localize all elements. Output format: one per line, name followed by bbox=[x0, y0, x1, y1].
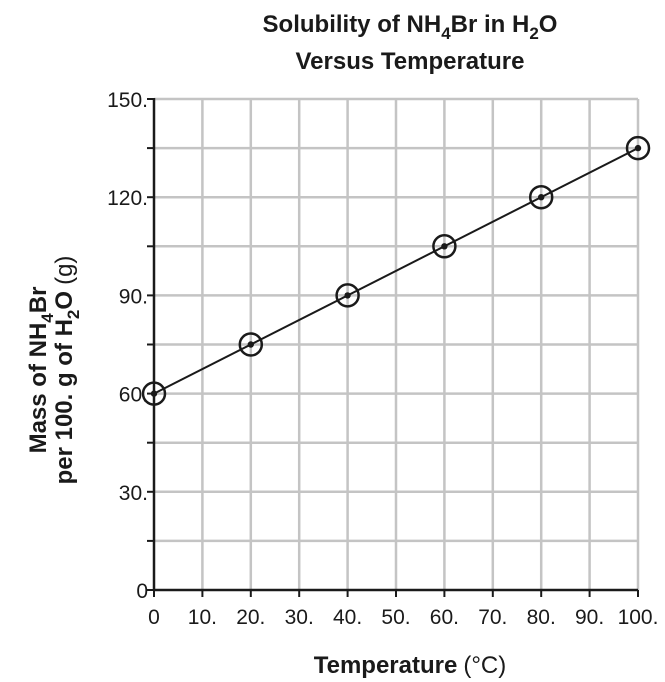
x-tick-label: 80. bbox=[527, 606, 556, 629]
x-tick-label: 50. bbox=[381, 606, 410, 629]
x-tick-label: 100. bbox=[618, 606, 659, 629]
y-tick-label: 120. bbox=[107, 187, 148, 210]
data-point-circle bbox=[432, 234, 457, 259]
data-point-circle bbox=[625, 135, 651, 161]
x-axis-title: Temperature (°C) bbox=[314, 652, 507, 679]
data-point-circle bbox=[141, 381, 167, 406]
y-axis-title-line1: Mass of NH4Br bbox=[25, 287, 57, 454]
data-point-dot bbox=[344, 292, 351, 299]
x-tick-label: 20. bbox=[236, 606, 265, 629]
x-tick-label: 40. bbox=[333, 606, 362, 629]
x-tick-label: 70. bbox=[478, 606, 507, 629]
data-point-dot bbox=[441, 243, 448, 250]
y-tick-label: 60. bbox=[119, 384, 148, 407]
data-point-dot bbox=[150, 390, 158, 397]
y-axis-title-line2: per 100. g of H2O(g) bbox=[51, 256, 83, 485]
x-tick-label: 30. bbox=[285, 606, 314, 629]
y-tick-label: 150. bbox=[107, 89, 148, 112]
y-tick-label: 30. bbox=[119, 482, 148, 505]
x-tick-label: 10. bbox=[188, 606, 217, 629]
data-point-circle bbox=[335, 283, 360, 308]
chart-title-line2: Versus Temperature bbox=[296, 48, 525, 75]
data-point-dot bbox=[247, 341, 254, 348]
grid bbox=[154, 97, 640, 590]
y-tick-label: 0 bbox=[136, 580, 148, 603]
x-tick-label: 60. bbox=[430, 606, 459, 629]
x-tick-label: 0 bbox=[148, 606, 160, 629]
axes bbox=[147, 98, 639, 597]
data-point-dot bbox=[538, 194, 545, 201]
best-fit-line bbox=[153, 147, 639, 395]
y-tick-label: 90. bbox=[119, 285, 148, 308]
data-marks bbox=[141, 135, 651, 406]
data-point-circle bbox=[528, 184, 554, 210]
tick-labels: 0 10. 20. 30. 40. 50. 60. 70. 80. 90. 100. 0 30. 60. 9… bbox=[107, 89, 658, 629]
x-tick-label: 90. bbox=[575, 606, 604, 629]
data-point-dot bbox=[634, 144, 642, 152]
data-point-circle bbox=[238, 332, 264, 357]
chart-title-line1: Solubility of NH4Br in H2O bbox=[263, 11, 558, 43]
